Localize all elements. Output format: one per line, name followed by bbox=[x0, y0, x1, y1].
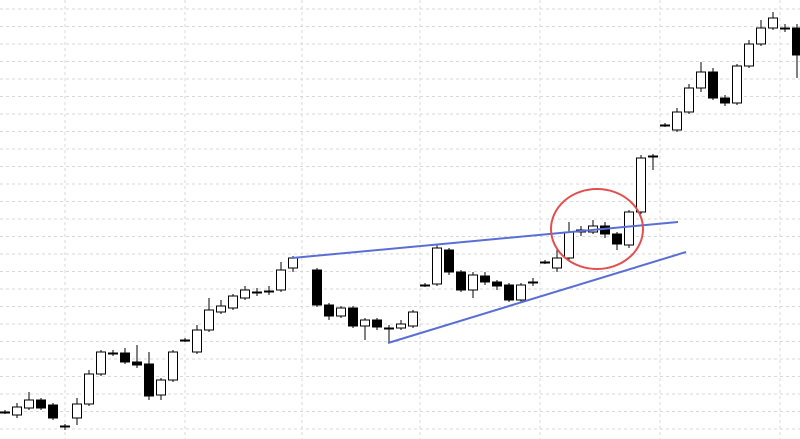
candle-body bbox=[648, 155, 658, 158]
candle-body bbox=[228, 295, 238, 309]
candle-body bbox=[336, 307, 346, 317]
candle-body bbox=[612, 233, 622, 245]
candle-body bbox=[744, 43, 754, 67]
candle-body bbox=[192, 329, 202, 353]
candle-body bbox=[384, 327, 394, 330]
candle-body bbox=[492, 281, 502, 287]
candle-body bbox=[516, 284, 526, 301]
candle-body bbox=[768, 17, 778, 29]
candle-body bbox=[504, 284, 514, 301]
candle-body bbox=[480, 275, 490, 283]
candle-body bbox=[528, 281, 538, 284]
candle-body bbox=[36, 399, 46, 409]
candle-body bbox=[660, 124, 670, 127]
candle-body bbox=[672, 111, 682, 131]
candle-body bbox=[168, 351, 178, 381]
horizontal-grid bbox=[0, 8, 800, 430]
annotations bbox=[291, 188, 687, 344]
candle-body bbox=[444, 249, 454, 273]
candle-body bbox=[156, 379, 166, 396]
candle-body bbox=[72, 403, 82, 419]
candle-body bbox=[180, 339, 190, 342]
candle-body bbox=[132, 361, 142, 366]
candle-body bbox=[252, 291, 262, 294]
candle-body bbox=[564, 231, 574, 259]
candle-body bbox=[348, 307, 358, 327]
upper-trend-line bbox=[291, 221, 679, 259]
candle-body bbox=[216, 305, 226, 313]
candle-body bbox=[408, 311, 418, 327]
candle-body bbox=[0, 411, 10, 414]
vertical-grid bbox=[64, 0, 781, 439]
candle-body bbox=[468, 274, 478, 291]
candle-body bbox=[108, 352, 118, 355]
candle-body bbox=[732, 65, 742, 104]
candle-body bbox=[792, 27, 800, 56]
candle-body bbox=[144, 363, 154, 397]
candle-body bbox=[276, 269, 286, 291]
candle-body bbox=[120, 352, 130, 363]
candle-body bbox=[60, 425, 70, 428]
candle-body bbox=[720, 97, 730, 104]
candle-body bbox=[360, 319, 370, 327]
candle-body bbox=[540, 261, 550, 264]
candle-body bbox=[552, 257, 562, 269]
candle-body bbox=[96, 351, 106, 375]
lower-trend-line bbox=[387, 251, 687, 344]
highlight-circle bbox=[550, 188, 644, 270]
candle-body bbox=[420, 284, 430, 287]
candle-body bbox=[432, 247, 442, 285]
candle-body bbox=[204, 309, 214, 331]
candle-body bbox=[708, 71, 718, 99]
candle-body bbox=[84, 373, 94, 405]
candle-body bbox=[372, 319, 382, 328]
candle-body bbox=[48, 404, 58, 419]
candle-body bbox=[624, 211, 634, 246]
candle-body bbox=[396, 323, 406, 329]
candle-body bbox=[636, 157, 646, 213]
candle-body bbox=[264, 290, 274, 293]
candle-body bbox=[12, 406, 22, 416]
candle-body bbox=[240, 289, 250, 299]
candle-body bbox=[756, 27, 766, 45]
candle-body bbox=[24, 399, 34, 409]
candle-body bbox=[684, 87, 694, 113]
candle-body bbox=[456, 271, 466, 291]
candle-body bbox=[288, 257, 298, 269]
candle-body bbox=[312, 269, 322, 306]
candle-body bbox=[324, 304, 334, 317]
candle-body bbox=[780, 27, 790, 30]
candle-body bbox=[696, 71, 706, 89]
